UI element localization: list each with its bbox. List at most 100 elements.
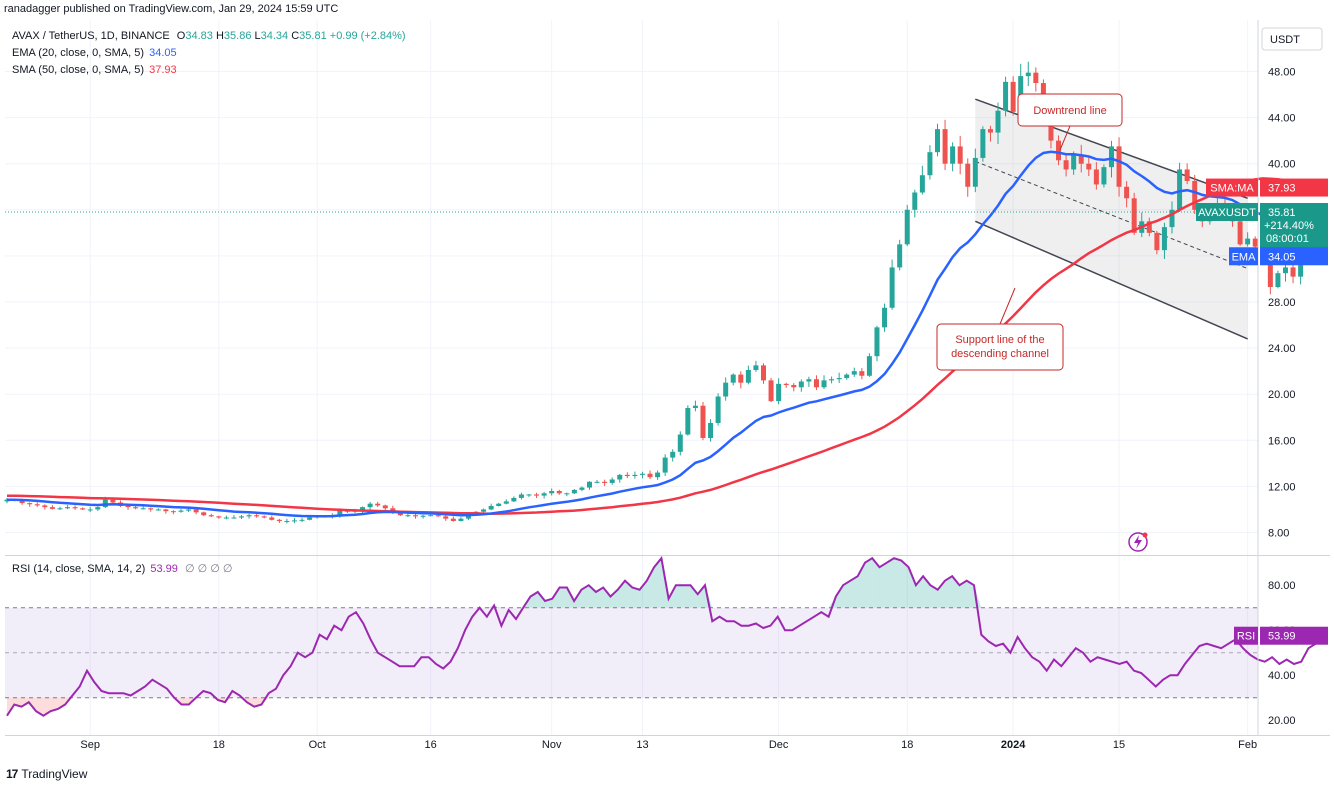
rsi-tag-name: RSI xyxy=(1237,631,1255,643)
candle-body xyxy=(307,517,313,520)
candle-body xyxy=(1108,146,1114,168)
candle-body xyxy=(571,489,577,494)
rsi-overbought-fill xyxy=(850,576,858,608)
sma-tag-name-box xyxy=(1206,178,1258,197)
sma-legend[interactable]: SMA (50, close, 0, SMA, 5) 37.93 xyxy=(12,64,177,76)
tradingview-brand[interactable]: 17 TradingView xyxy=(6,767,87,781)
candle-body xyxy=(889,267,895,308)
sma-50-line xyxy=(6,177,1316,515)
candle-body xyxy=(534,494,540,496)
candle-body xyxy=(1282,267,1288,274)
candle-body xyxy=(783,383,789,385)
candle-body xyxy=(511,497,517,502)
rsi-overbought-fill xyxy=(552,587,560,608)
rsi-tick-label: 40.00 xyxy=(1268,670,1296,682)
symbol-tag-change: +214.40% xyxy=(1264,220,1314,232)
time-tick-label: 16 xyxy=(425,739,437,751)
candle-body xyxy=(518,494,524,498)
rsi-overbought-fill xyxy=(537,591,546,608)
ema-legend[interactable]: EMA (20, close, 0, SMA, 5) 34.05 xyxy=(12,47,177,59)
support-callout-line-2: descending channel xyxy=(951,348,1049,360)
candle-body xyxy=(1101,167,1107,185)
symbol-tag-name: AVAXUSDT xyxy=(1198,207,1256,219)
candle-body xyxy=(1124,186,1130,199)
rsi-overbought-fill xyxy=(879,562,887,608)
time-tick-label: 15 xyxy=(1113,739,1125,751)
candle-body xyxy=(42,505,48,508)
candle-body xyxy=(1086,163,1092,170)
rsi-overbought-fill xyxy=(603,587,611,608)
candle-body xyxy=(564,493,570,495)
candle-body xyxy=(208,515,214,517)
candle-body xyxy=(745,369,751,383)
candle-body xyxy=(80,508,86,510)
rsi-overbought-fill xyxy=(864,558,873,608)
rsi-tick-label: 20.00 xyxy=(1268,715,1296,727)
rsi-tag-value-box xyxy=(1260,626,1328,645)
candle-body xyxy=(821,380,827,388)
candle-body xyxy=(897,244,903,268)
publisher-credit: ranadagger published on TradingView.com,… xyxy=(4,3,339,15)
support-line xyxy=(975,220,1248,340)
ohlc-close-value: 35.81 xyxy=(299,30,327,42)
price-tick-label: 20.00 xyxy=(1268,389,1296,401)
rsi-oversold-fill xyxy=(65,697,73,705)
candle-body xyxy=(1184,169,1190,181)
time-tick-label: Oct xyxy=(309,739,326,751)
time-tick-label: 2024 xyxy=(1001,739,1026,751)
candle-body xyxy=(87,509,93,511)
candle-body xyxy=(1003,81,1009,111)
candle-body xyxy=(1146,221,1152,233)
time-tick-label: Dec xyxy=(769,739,789,751)
candle-body xyxy=(965,163,971,187)
candle-body xyxy=(503,501,509,504)
support-callout-box xyxy=(936,323,1064,371)
candle-body xyxy=(950,146,956,164)
rsi-overbought-fill xyxy=(959,580,967,608)
candle-body xyxy=(708,423,714,438)
price-tick-label: 44.00 xyxy=(1268,113,1296,125)
candle-body xyxy=(450,518,456,521)
ohlc-low-label: L xyxy=(254,30,261,42)
ohlc-open-label: O xyxy=(176,30,186,42)
symbol-tag-value-box xyxy=(1260,202,1328,249)
time-tick-label: 18 xyxy=(901,739,913,751)
ohlc-high-value: 35.86 xyxy=(223,30,252,42)
downtrend-callout-text: Downtrend line xyxy=(1033,105,1106,117)
rsi-oversold-fill xyxy=(57,697,66,709)
candle-body xyxy=(602,481,608,483)
candle-body xyxy=(49,507,55,509)
ohlc-high-label: H xyxy=(215,30,224,42)
candle-body xyxy=(1169,209,1175,228)
ema-tag-value: 34.05 xyxy=(1268,251,1296,263)
candle-body xyxy=(465,514,471,519)
candle-body xyxy=(1192,180,1198,210)
rsi-overbought-fill xyxy=(835,585,844,608)
candle-body xyxy=(125,505,131,508)
candle-body xyxy=(269,517,275,520)
candle-body xyxy=(768,380,774,402)
candle-body xyxy=(594,481,600,483)
rsi-oversold-fill xyxy=(50,697,58,712)
candle-body xyxy=(1131,198,1137,233)
candle-body xyxy=(186,509,192,511)
support-callout-line-1: Support line of the xyxy=(955,334,1044,346)
candle-body xyxy=(1093,169,1099,185)
candle-body xyxy=(798,381,804,388)
candle-body xyxy=(1298,255,1304,277)
candle-body xyxy=(360,507,366,511)
candle-body xyxy=(488,505,494,510)
candle-body xyxy=(1056,140,1062,161)
ema-tag-name-box xyxy=(1229,247,1258,266)
candle-body xyxy=(776,383,782,402)
rsi-tag-value: 53.99 xyxy=(1268,631,1296,643)
rsi-overbought-fill xyxy=(894,558,902,608)
price-tick-label: 8.00 xyxy=(1268,528,1289,540)
rsi-overbought-fill xyxy=(646,567,655,608)
candle-body xyxy=(813,379,819,388)
candle-body xyxy=(284,520,290,522)
candle-body xyxy=(647,473,653,478)
candle-body xyxy=(866,356,872,376)
rsi-legend[interactable]: RSI (14, close, SMA, 14, 2) 53.99 ∅ ∅ ∅ … xyxy=(12,562,232,575)
